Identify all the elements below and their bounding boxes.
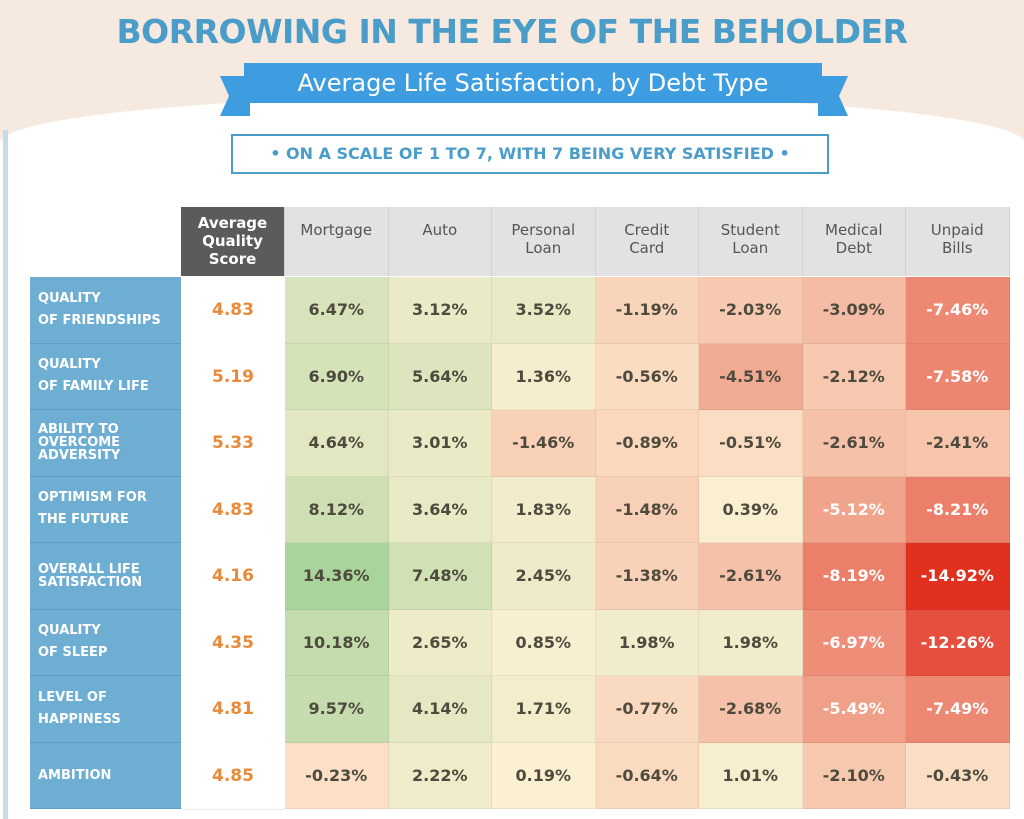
score-value: 5.19 (181, 343, 285, 411)
heatmap-table: Average Quality Score Mortgage Auto Persona… (30, 207, 1010, 810)
heatmap-cell: 2.22% (388, 742, 492, 809)
column-header-score: Average Quality Score (181, 207, 285, 276)
heatmap-cell: -12.26% (906, 609, 1010, 676)
heatmap-cell: 8.12% (285, 476, 389, 543)
heatmap-cell: 1.98% (595, 609, 699, 676)
heatmap-cell: 6.90% (285, 343, 389, 410)
column-header: Unpaid Bills (906, 207, 1010, 276)
score-value: 4.16 (181, 543, 285, 611)
heatmap-cell: -8.19% (802, 543, 906, 610)
column-header: Credit Card (595, 207, 699, 276)
heatmap-cell: 1.98% (699, 609, 803, 676)
column-header: Mortgage (285, 207, 389, 276)
heatmap-cell: -5.12% (802, 476, 906, 543)
heatmap-cell: -0.23% (285, 742, 389, 809)
heatmap-cell: 3.64% (388, 476, 492, 543)
heatmap-cell: 2.45% (492, 543, 596, 610)
heatmap-cell: -6.97% (802, 609, 906, 676)
heatmap-cell: 3.52% (492, 277, 596, 344)
row-label: OVERALL LIFE SATISFACTION (30, 543, 181, 610)
score-value: 4.35 (181, 609, 285, 677)
left-divider (3, 130, 8, 819)
heatmap-cell: -2.10% (802, 742, 906, 809)
heatmap-cell: 3.01% (388, 410, 492, 477)
heatmap-cell: -1.38% (595, 543, 699, 610)
heatmap-cell: 0.19% (492, 742, 596, 809)
heatmap-cell: -2.68% (699, 676, 803, 743)
heatmap-cell: -8.21% (906, 476, 1010, 543)
heatmap-cell: -0.56% (595, 343, 699, 410)
heatmap-cell: -7.46% (906, 277, 1010, 344)
score-value: 4.81 (181, 676, 285, 744)
heatmap-cell: -2.61% (699, 543, 803, 610)
heatmap-cell: -7.58% (906, 343, 1010, 410)
row-label: QUALITY OF FAMILY LIFE (30, 343, 181, 410)
heatmap-cell: -2.03% (699, 277, 803, 344)
scale-note: • ON A SCALE OF 1 TO 7, WITH 7 BEING VER… (231, 134, 829, 174)
heatmap-cell: 1.71% (492, 676, 596, 743)
heatmap-cell: -0.77% (595, 676, 699, 743)
row-label: LEVEL OF HAPPINESS (30, 676, 181, 743)
row-label: ABILITY TO OVERCOME ADVERSITY (30, 410, 181, 477)
heatmap-cell: -14.92% (906, 543, 1010, 610)
heatmap-cell: -0.51% (699, 410, 803, 477)
score-value: 4.83 (181, 476, 285, 544)
heatmap-cell: -7.49% (906, 676, 1010, 743)
heatmap-cell: 4.14% (388, 676, 492, 743)
row-label: QUALITY OF SLEEP (30, 609, 181, 676)
heatmap-cell: -3.09% (802, 277, 906, 344)
column-header: Auto (388, 207, 492, 276)
row-label: AMBITION (30, 742, 181, 809)
heatmap-cell: 5.64% (388, 343, 492, 410)
infographic-title: BORROWING IN THE EYE OF THE BEHOLDER (116, 12, 908, 51)
heatmap-cell: -2.41% (906, 410, 1010, 477)
heatmap-cell: 0.39% (699, 476, 803, 543)
heatmap-cell: 6.47% (285, 277, 389, 344)
heatmap-cell: 4.64% (285, 410, 389, 477)
heatmap-cell: -1.46% (492, 410, 596, 477)
heatmap-cell: 1.01% (699, 742, 803, 809)
heatmap-cell: 1.83% (492, 476, 596, 543)
heatmap-cell: 1.36% (492, 343, 596, 410)
heatmap-cell: -1.48% (595, 476, 699, 543)
heatmap-cell: -2.12% (802, 343, 906, 410)
heatmap-cell: -0.64% (595, 742, 699, 809)
heatmap-cell: -0.89% (595, 410, 699, 477)
heatmap-cell: 9.57% (285, 676, 389, 743)
row-label: OPTIMISM FOR THE FUTURE (30, 476, 181, 543)
heatmap-cell: 2.65% (388, 609, 492, 676)
column-header: Medical Debt (802, 207, 906, 276)
subtitle-banner: Average Life Satisfaction, by Debt Type (244, 63, 822, 103)
column-header: Student Loan (699, 207, 803, 276)
heatmap-cell: -2.61% (802, 410, 906, 477)
heatmap-cell: -4.51% (699, 343, 803, 410)
heatmap-cell: 0.85% (492, 609, 596, 676)
score-value: 4.85 (181, 742, 285, 810)
heatmap-cell: 10.18% (285, 609, 389, 676)
score-value: 4.83 (181, 277, 285, 345)
column-header: Personal Loan (492, 207, 596, 276)
heatmap-cell: 7.48% (388, 543, 492, 610)
heatmap-cell: 14.36% (285, 543, 389, 610)
heatmap-cell: -0.43% (906, 742, 1010, 809)
heatmap-cell: -1.19% (595, 277, 699, 344)
score-value: 5.33 (181, 410, 285, 478)
row-label: QUALITY OF FRIENDSHIPS (30, 277, 181, 344)
heatmap-cell: -5.49% (802, 676, 906, 743)
heatmap-cell: 3.12% (388, 277, 492, 344)
